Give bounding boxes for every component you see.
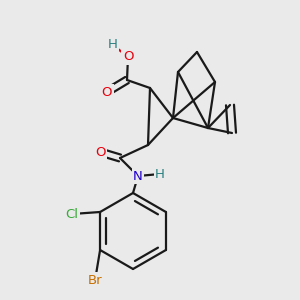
Text: Cl: Cl [66,208,79,220]
Text: O: O [102,85,112,98]
Text: H: H [155,167,165,181]
Text: Br: Br [88,274,102,286]
Text: N: N [133,169,143,182]
Text: O: O [123,50,133,64]
Text: O: O [95,146,105,158]
Text: H: H [108,38,118,52]
